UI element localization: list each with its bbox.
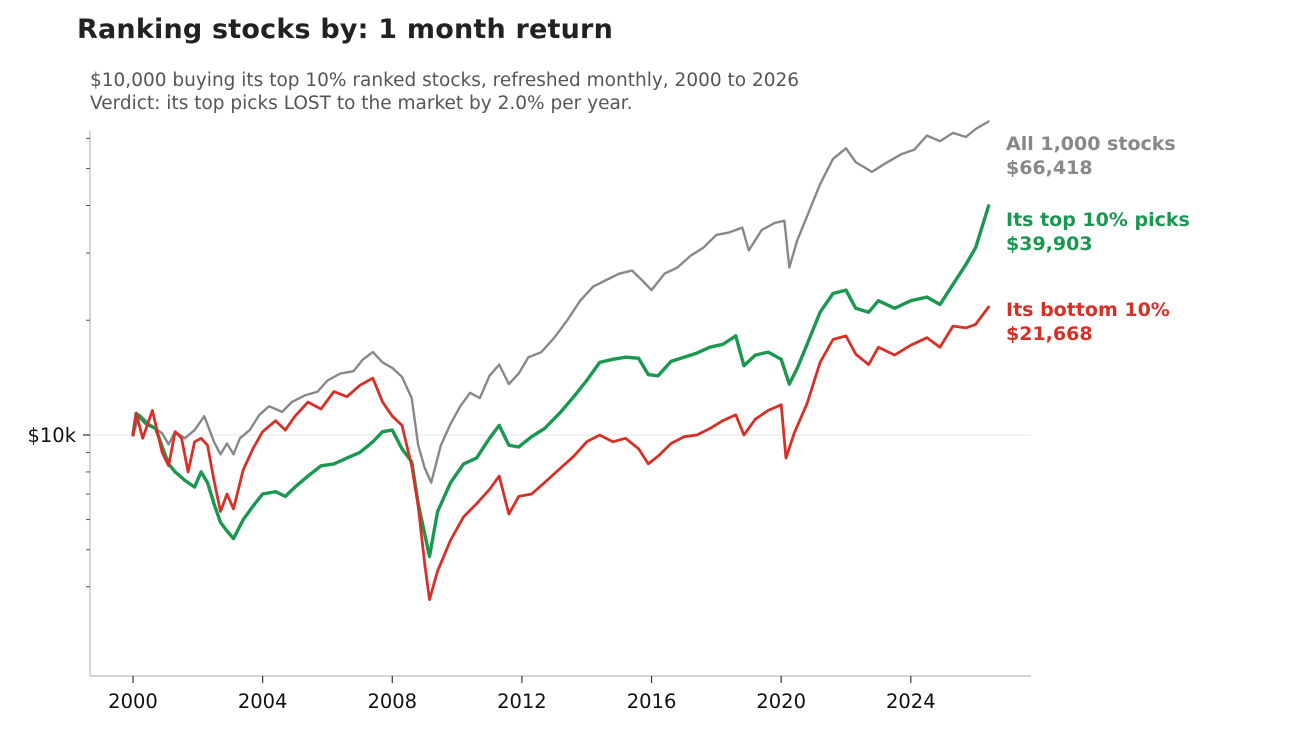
x-tick-label-4: 2016 (627, 690, 677, 713)
series-line-2 (131, 305, 990, 601)
series-name-label-1: Its top 10% picks (1006, 209, 1190, 231)
x-tick-label-6: 2024 (886, 690, 936, 713)
x-tick-label-0: 2000 (108, 690, 158, 713)
axes (89, 131, 1031, 677)
x-tick-label-1: 2004 (238, 690, 288, 713)
series-lines (131, 120, 991, 601)
series-name-label-2: Its bottom 10% (1006, 299, 1170, 321)
series-value-label-2: $21,668 (1006, 323, 1093, 345)
series-line-0 (131, 120, 990, 484)
subtitle-line-2: Verdict: its top picks LOST to the marke… (90, 93, 633, 114)
subtitle-line-1: $10,000 buying its top 10% ranked stocks… (90, 70, 800, 91)
x-tick-label-3: 2012 (497, 690, 547, 713)
end-labels: All 1,000 stocks$66,418 Its top 10% picks… (1006, 133, 1190, 345)
chart-title: Ranking stocks by: 1 month return (77, 14, 613, 45)
series-value-label-0: $66,418 (1006, 157, 1093, 179)
series-name-label-0: All 1,000 stocks (1006, 133, 1176, 155)
x-tick-label-5: 2020 (756, 690, 806, 713)
series-line-1 (131, 204, 991, 559)
series-value-label-1: $39,903 (1006, 233, 1093, 255)
axis-ticks: $10k 2000 2004 2008 2012 2016 2020 2024 (27, 137, 936, 713)
y-tick-label-0: $10k (27, 424, 76, 447)
chart-subtitle: $10,000 buying its top 10% ranked stocks… (90, 69, 799, 115)
x-tick-label-2: 2008 (367, 690, 417, 713)
